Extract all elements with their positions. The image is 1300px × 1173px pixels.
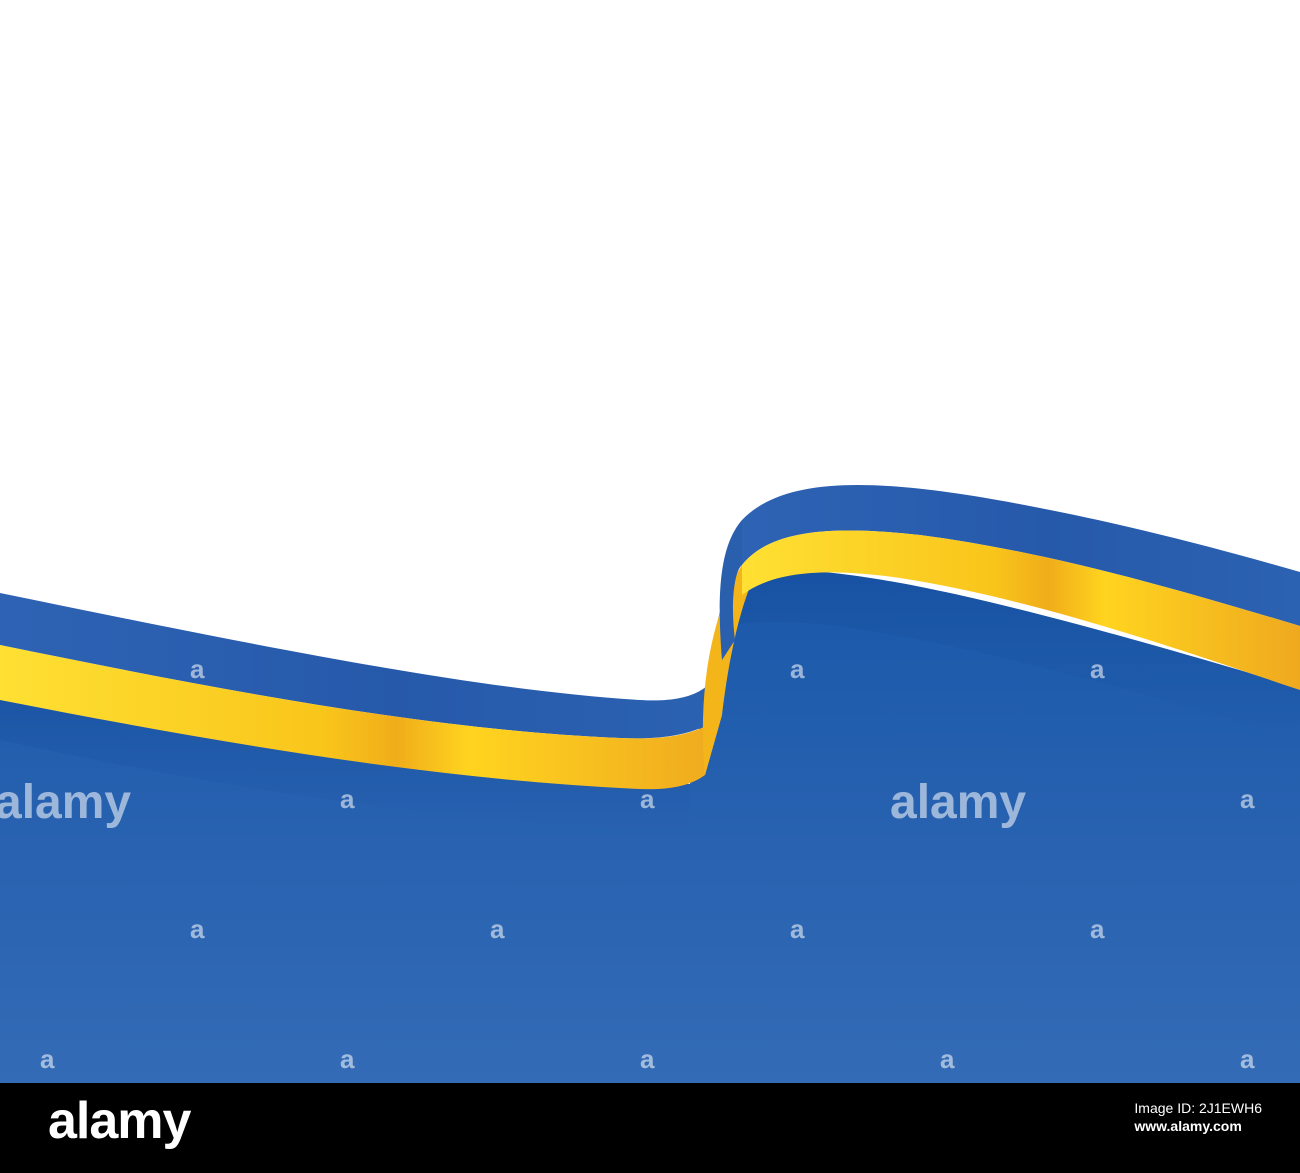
watermark-small: a: [940, 1044, 955, 1074]
alamy-logo: alamy: [48, 1092, 191, 1150]
watermark-small: a: [40, 1044, 55, 1074]
watermark-small: a: [490, 914, 505, 944]
watermark-small: a: [790, 654, 805, 684]
stock-footer-bar: alamy Image ID: 2J1EWH6 www.alamy.com: [0, 1083, 1300, 1173]
watermark-layer: a a a alamy a a alamy a a a a a a a a a …: [0, 654, 1255, 1074]
watermark-small: a: [190, 914, 205, 944]
ribbon-yellow-left: [0, 645, 722, 790]
watermark-large: alamy: [0, 776, 131, 829]
image-id-label: Image ID: 2J1EWH6: [1134, 1100, 1262, 1116]
watermark-large: alamy: [890, 776, 1026, 829]
watermark-small: a: [790, 914, 805, 944]
ribbon-blue-right: [742, 485, 1300, 626]
ribbon-fold-blue: [719, 520, 742, 660]
watermark-small: a: [190, 654, 205, 684]
ribbon-shadow-right: [735, 570, 1300, 740]
footer-meta: Image ID: 2J1EWH6 www.alamy.com: [1134, 1099, 1262, 1135]
footer-url: www.alamy.com: [1134, 1118, 1242, 1134]
ribbon-blue-left: [0, 593, 722, 739]
watermark-small: a: [1240, 1044, 1255, 1074]
ribbon-yellow-right: [742, 530, 1300, 690]
watermark-small: a: [1090, 914, 1105, 944]
watermark-small: a: [1240, 784, 1255, 814]
watermark-small: a: [340, 1044, 355, 1074]
ribbon-fold-yellow: [702, 565, 760, 775]
watermark-small: a: [640, 784, 655, 814]
watermark-small: a: [640, 1044, 655, 1074]
watermark-small: a: [340, 784, 355, 814]
flag-ribbon-illustration: a a a alamy a a alamy a a a a a a a a a …: [0, 485, 1300, 1083]
watermark-small: a: [1090, 654, 1105, 684]
